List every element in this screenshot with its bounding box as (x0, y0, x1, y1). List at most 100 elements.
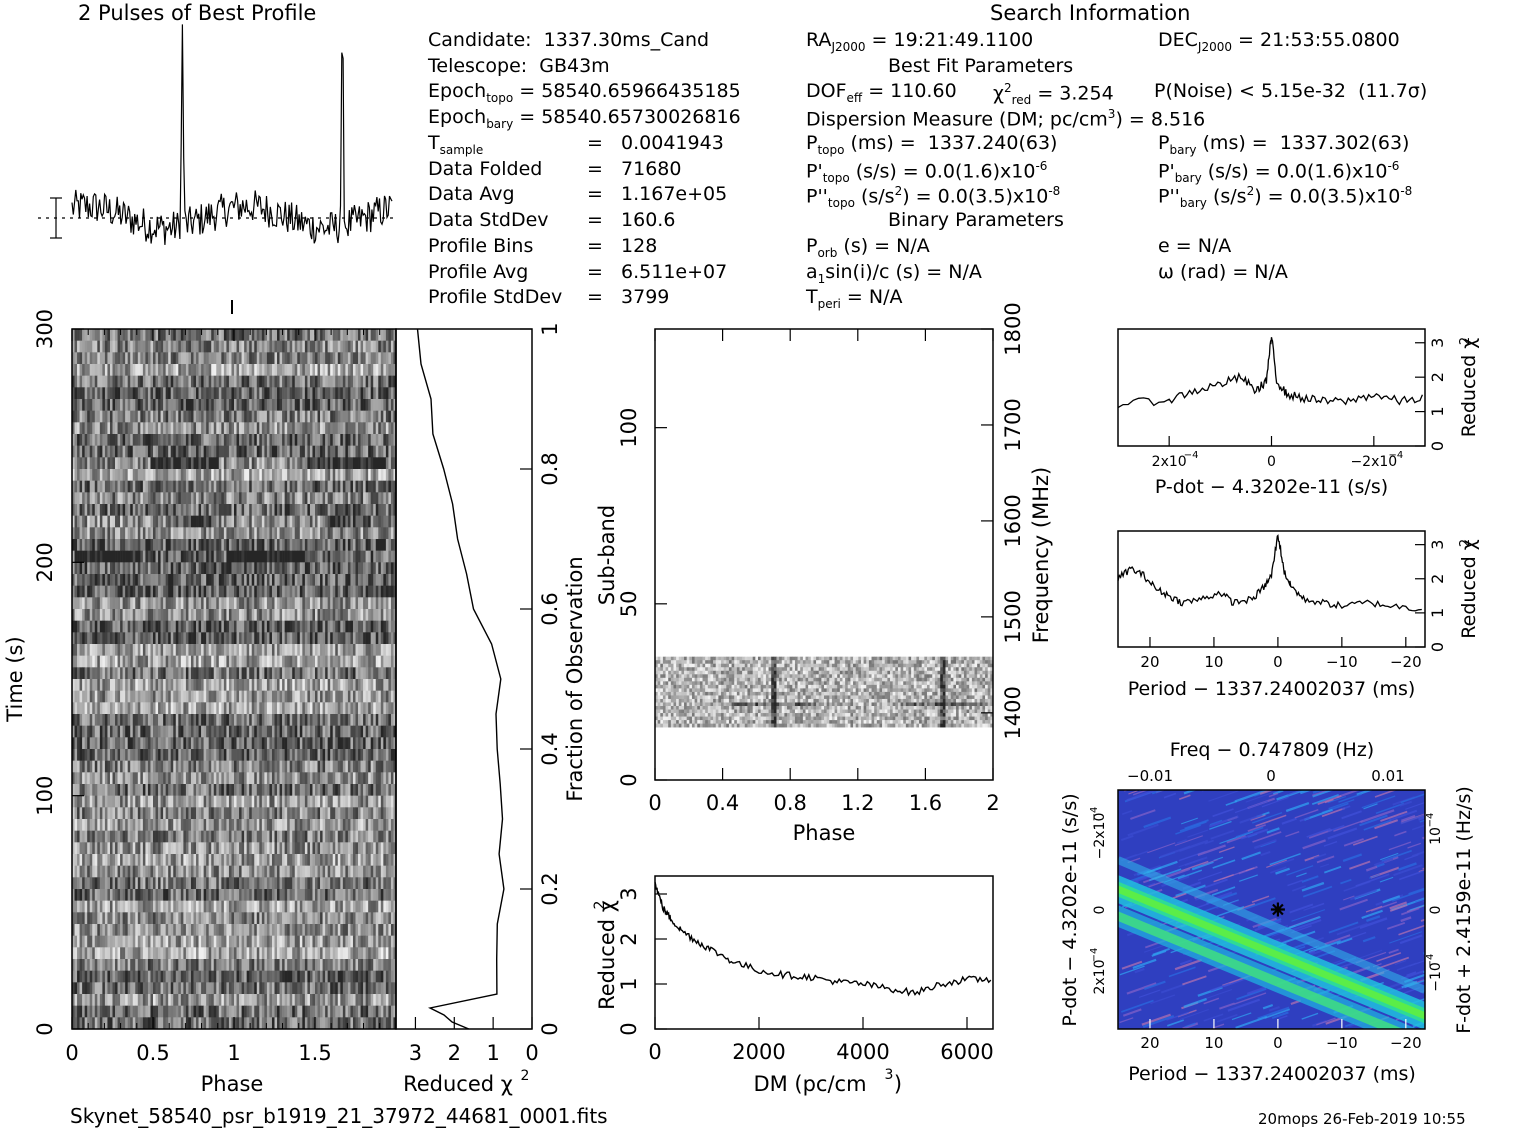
time-phase-cell (168, 597, 172, 610)
time-phase-cell (254, 457, 258, 470)
time-phase-cell (355, 749, 359, 761)
time-phase-cell (378, 597, 382, 610)
time-phase-cell (360, 725, 364, 738)
time-phase-cell (107, 667, 111, 680)
time-phase-cell (249, 340, 253, 353)
time-phase-cell (218, 422, 222, 435)
time-phase-cell (327, 387, 331, 400)
time-phase-cell (145, 399, 149, 411)
time-phase-cell (342, 457, 346, 470)
time-phase-cell (299, 364, 303, 376)
time-phase-cell (170, 527, 174, 540)
time-phase-cell (294, 515, 298, 528)
time-phase-cell (350, 749, 354, 761)
time-phase-cell (155, 737, 159, 750)
time-phase-cell (375, 702, 379, 715)
time-phase-cell (132, 562, 136, 575)
time-phase-cell (261, 375, 265, 388)
time-phase-cell (312, 375, 316, 388)
time-phase-cell (261, 772, 265, 785)
time-phase-cell (107, 737, 111, 750)
time-phase-cell (213, 772, 217, 785)
time-phase-cell (142, 515, 146, 528)
time-phase-cell (185, 725, 189, 738)
time-phase-cell (292, 504, 296, 516)
time-phase-cell (236, 527, 240, 540)
time-phase-cell (206, 550, 209, 563)
time-phase-cell (122, 469, 126, 481)
time-phase-cell (264, 364, 268, 376)
time-phase-cell (153, 422, 156, 435)
time-phase-cell (355, 655, 359, 668)
time-phase-cell (206, 527, 209, 540)
time-phase-cell (322, 749, 326, 761)
time-phase-cell (72, 760, 75, 773)
time-phase-cell (345, 620, 349, 633)
time-phase-cell (345, 375, 349, 388)
time-phase-cell (236, 702, 240, 715)
time-phase-cell (383, 632, 387, 645)
time-phase-cell (302, 690, 306, 703)
time-phase-cell (261, 457, 265, 470)
time-phase-cell (289, 527, 293, 540)
time-phase-cell (337, 480, 341, 493)
time-phase-cell (271, 352, 275, 365)
time-phase-cell (264, 457, 268, 470)
time-phase-cell (198, 387, 202, 400)
time-phase-cell (218, 492, 222, 505)
time-phase-cell (368, 725, 371, 738)
time-phase-cell (307, 364, 311, 376)
time-phase-cell (370, 667, 374, 680)
time-phase-cell (228, 725, 232, 738)
time-phase-cell (246, 609, 250, 621)
time-phase-cell (373, 422, 377, 435)
time-phase-cell (183, 515, 187, 528)
time-phase-cell (246, 364, 250, 376)
time-phase-cell (150, 387, 154, 400)
time-phase-cell (302, 550, 306, 563)
time-phase-cell (370, 749, 374, 761)
time-phase-cell (239, 527, 242, 540)
time-phase-cell (337, 399, 341, 411)
time-phase-cell (241, 492, 245, 505)
time-phase-cell (277, 725, 280, 738)
time-phase-cell (216, 655, 220, 668)
time-phase-cell (287, 340, 290, 353)
time-phase-cell (309, 410, 313, 423)
time-phase-cell (254, 480, 258, 493)
time-phase-cell (226, 760, 230, 773)
time-phase-cell (241, 387, 245, 400)
time-phase-cell (279, 609, 283, 621)
time-phase-cell (342, 655, 346, 668)
time-phase-cell (342, 679, 346, 691)
time-phase-cell (125, 550, 128, 563)
time-phase-cell (368, 679, 371, 691)
time-phase-cell (140, 574, 144, 586)
time-phase-cell (92, 329, 96, 341)
time-phase-cell (77, 399, 80, 411)
time-phase-cell (307, 609, 311, 621)
time-phase-cell (183, 562, 187, 575)
time-phase-cell (259, 725, 263, 738)
time-phase-cell (350, 725, 354, 738)
time-phase-cell (218, 679, 222, 691)
time-phase-cell (347, 352, 351, 365)
time-phase-cell (173, 422, 177, 435)
time-phase-cell (279, 725, 283, 738)
time-phase-cell (122, 597, 126, 610)
time-phase-cell (163, 492, 166, 505)
time-phase-cell (380, 480, 384, 493)
time-phase-cell (213, 492, 217, 505)
time-phase-cell (135, 550, 139, 563)
time-phase-cell (309, 539, 313, 551)
time-phase-cell (365, 492, 369, 505)
time-phase-cell (327, 375, 331, 388)
time-phase-cell (208, 562, 212, 575)
time-phase-cell (330, 375, 334, 388)
time-phase-cell (206, 644, 209, 656)
time-phase-cell (206, 364, 209, 376)
time-phase-cell (279, 550, 283, 563)
time-phase-cell (190, 340, 194, 353)
time-phase-cell (109, 725, 113, 738)
time-phase-cell (350, 714, 354, 726)
